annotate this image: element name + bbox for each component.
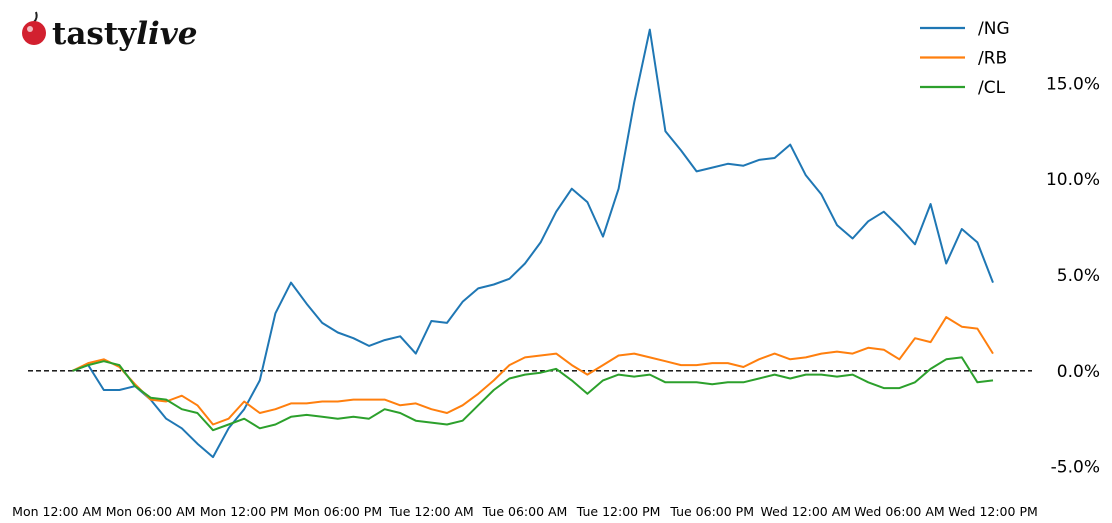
legend-label: /NG — [978, 19, 1010, 39]
x-tick-label: Tue 06:00 PM — [669, 504, 754, 519]
x-tick-label: Mon 06:00 PM — [293, 504, 382, 519]
x-tick-label: Mon 12:00 PM — [200, 504, 289, 519]
x-tick-label: Tue 06:00 AM — [482, 504, 568, 519]
y-tick-label: -5.0% — [1051, 458, 1100, 478]
cherry-stem — [33, 11, 38, 23]
x-tick-label: Wed 12:00 PM — [948, 504, 1038, 519]
brand-part: tasty — [52, 16, 137, 52]
legend-label: /RB — [978, 49, 1007, 69]
x-tick-label: Mon 06:00 AM — [106, 504, 196, 519]
cherry — [22, 21, 46, 45]
y-tick-label: 0.0% — [1057, 362, 1100, 382]
brand-part: live — [136, 16, 197, 52]
x-tick-label: Mon 12:00 AM — [12, 504, 102, 519]
y-tick-label: 15.0% — [1046, 74, 1100, 94]
x-tick-label: Tue 12:00 AM — [388, 504, 474, 519]
legend-label: /CL — [978, 78, 1006, 98]
y-tick-label: 5.0% — [1057, 266, 1100, 286]
x-tick-label: Tue 12:00 PM — [576, 504, 661, 519]
logo: tastylive — [22, 11, 198, 52]
y-tick-label: 10.0% — [1046, 170, 1100, 190]
brand: tastylive — [52, 16, 198, 52]
series-line — [72, 356, 994, 432]
cherry-shine — [27, 26, 33, 32]
series-line — [72, 316, 994, 426]
series-line — [72, 28, 994, 459]
x-tick-label: Wed 12:00 AM — [761, 504, 852, 519]
x-tick-label: Wed 06:00 AM — [854, 504, 945, 519]
